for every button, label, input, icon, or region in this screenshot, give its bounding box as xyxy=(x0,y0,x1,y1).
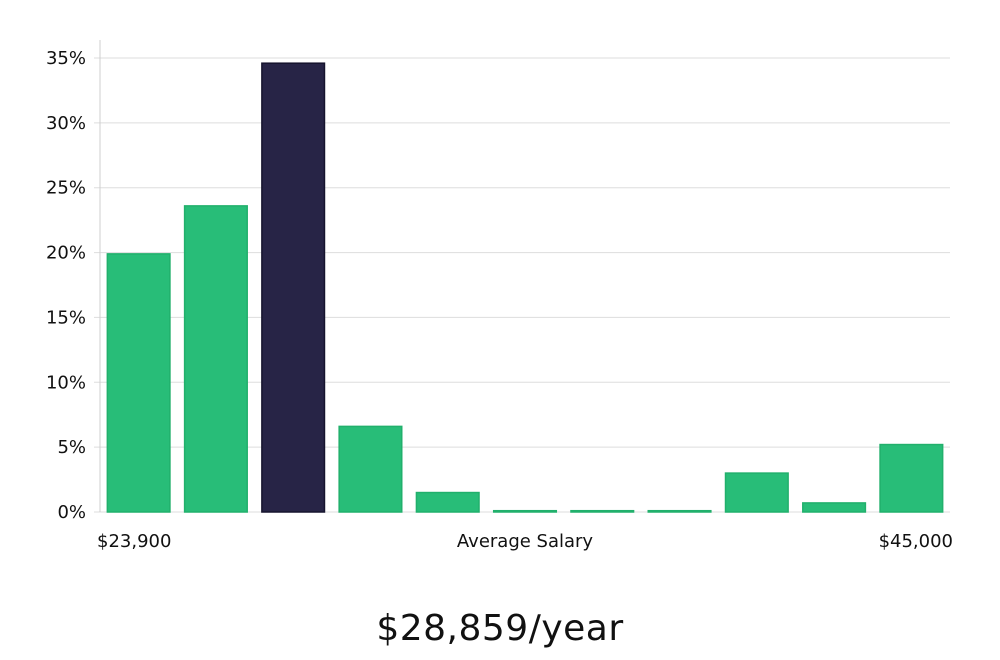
average-salary-headline: $28,859/year xyxy=(376,608,624,649)
bar xyxy=(724,472,789,513)
label-layer: $23,900 Average Salary $45,000 xyxy=(97,531,953,552)
bar xyxy=(570,509,635,513)
axis-layer: 0% 5% 10% 15% 20% 25% 30% 35% xyxy=(46,40,101,523)
y-tick-label: 15% xyxy=(46,307,86,328)
y-tick-label: 10% xyxy=(46,372,86,393)
y-tick-label: 30% xyxy=(46,113,86,134)
salary-distribution-chart: 0% 5% 10% 15% 20% 25% 30% 35% $23,900 Average S… xyxy=(46,40,953,552)
bar xyxy=(183,205,248,513)
x-axis-max-label: $45,000 xyxy=(879,531,953,552)
bar xyxy=(647,509,712,513)
bar-highlighted xyxy=(261,62,326,513)
y-tick-label: 35% xyxy=(46,48,86,69)
chart-canvas: 0% 5% 10% 15% 20% 25% 30% 35% $23,900 Average S… xyxy=(46,40,953,552)
bar xyxy=(106,253,171,513)
y-tick-label: 25% xyxy=(46,178,86,199)
bar xyxy=(492,509,558,513)
bar xyxy=(802,502,867,513)
x-axis-min-label: $23,900 xyxy=(97,531,171,552)
y-tick-label: 20% xyxy=(46,243,86,264)
x-axis-title: Average Salary xyxy=(457,531,594,552)
bar xyxy=(879,443,944,513)
bar xyxy=(415,491,480,513)
y-tick-label: 5% xyxy=(57,437,86,458)
bar-layer xyxy=(106,62,944,513)
bar xyxy=(338,425,403,513)
y-tick-label: 0% xyxy=(57,502,86,523)
